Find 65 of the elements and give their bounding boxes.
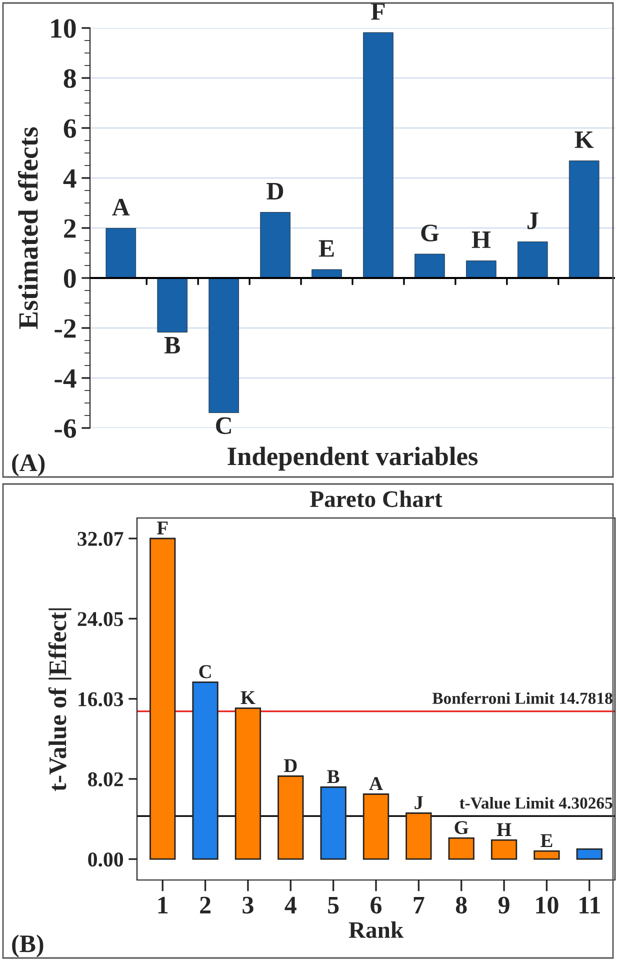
x-tick-label: 3 [242,896,254,914]
text: (B) [12,934,44,958]
y-tick-label: 0 [64,269,76,288]
x-tick-label: 4 [284,896,296,914]
y-tick-label: 24.05 [78,612,124,626]
text: (A) [12,454,45,476]
y-tick-label: 10 [51,19,76,38]
x-tick-label: 6 [370,896,382,914]
y-tick-label: -2 [54,319,76,338]
bar [157,278,188,332]
bar [576,848,602,860]
bar [362,793,390,860]
bar [192,681,218,860]
x-tick-label: 7 [414,896,424,914]
y-tick-label: 8 [64,69,76,88]
bar [208,278,239,413]
bar [320,786,346,860]
x-tick-label: 5 [328,896,339,914]
y-tick-label: 6 [64,119,76,138]
x-tick-label: 9 [498,896,510,914]
y-axis-title: t-Value of |Effect| [48,608,72,792]
bar [312,269,342,278]
annotation: G [454,821,468,834]
annotation: B [327,770,340,784]
bar [234,707,262,860]
bar [278,775,304,860]
annotation: H [496,823,512,836]
ref-line-label: Bonferroni Limit 14.7818 [432,692,612,704]
bar [150,538,176,860]
y-tick-label: 8.02 [88,772,123,786]
x-axis-title: Rank [348,921,404,938]
y-tick-label: 0.00 [88,852,124,867]
x-tick-label: 10 [536,896,558,914]
x-tick-label: 2 [200,896,210,914]
y-tick-label: 16.03 [78,692,124,706]
bar [406,812,432,860]
bar [490,839,518,860]
bar [534,850,560,860]
y-tick-label: 32.07 [78,532,124,546]
ref-line-label: t-Value Limit 4.30265 [460,796,612,809]
bar [106,228,136,278]
x-axis-title: Independent variables [228,446,478,471]
x-tick-label: 8 [456,896,467,914]
y-axis-title: Estimated effects [18,127,38,329]
y-tick-label: 4 [63,169,76,188]
bar [260,212,290,278]
annotation: C [199,665,211,678]
annotation: A [369,777,383,790]
annotation: F [157,522,168,534]
y-tick-label: -6 [54,419,76,438]
annotation: K [240,691,256,704]
x-tick-label: H [472,232,490,248]
chart-title: Pareto Chart [310,490,442,508]
annotation: D [284,759,297,772]
annotation: J [414,796,424,810]
bar [414,254,445,278]
y-tick-label: -4 [54,369,76,388]
annotation: E [540,834,552,847]
bar [518,242,548,278]
bar [568,160,600,278]
bar [363,32,394,278]
bar [466,260,496,278]
bar [448,837,474,860]
x-tick-label: 1 [158,896,168,914]
x-tick-label: 11 [580,896,600,914]
